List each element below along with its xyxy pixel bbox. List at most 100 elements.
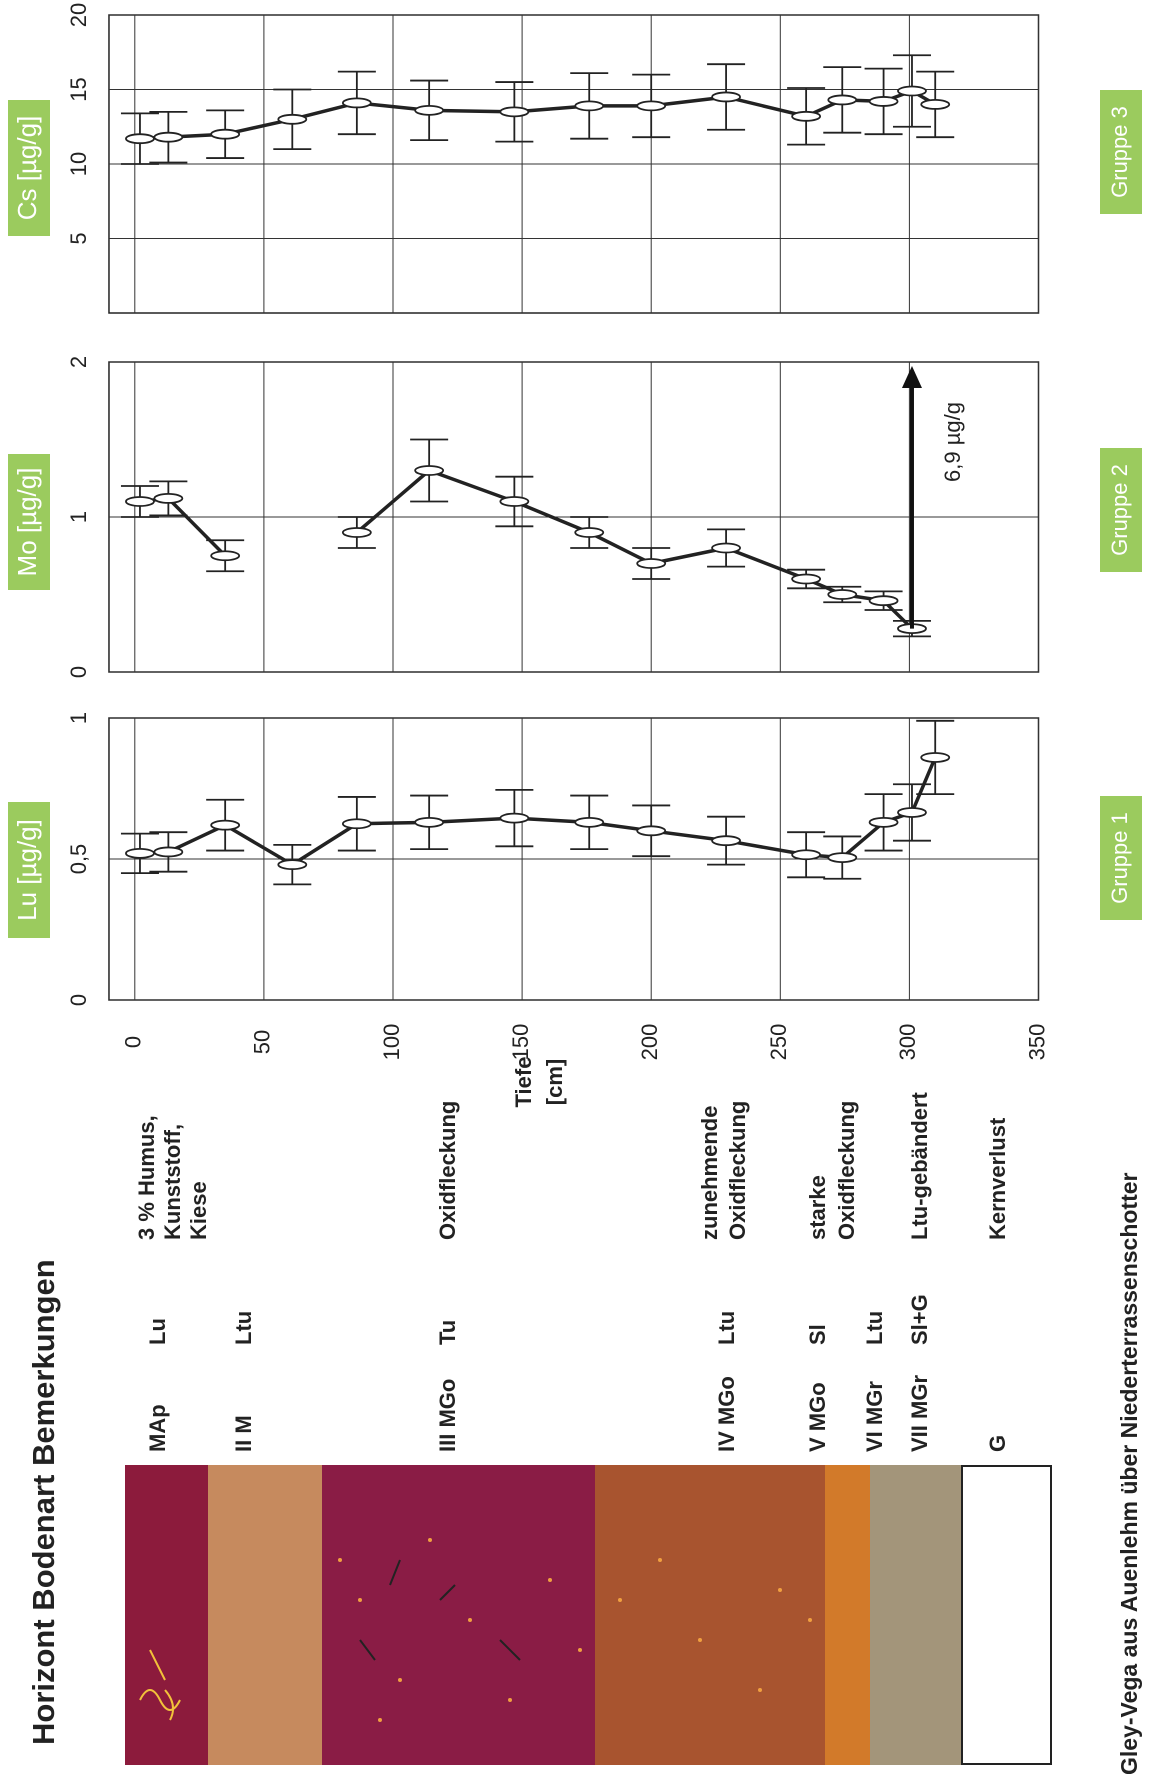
- data-point: [636, 558, 667, 569]
- y-tick-label: 0,5: [66, 844, 91, 875]
- note: Kunststoff,: [160, 1124, 185, 1240]
- soil-type: Ltu: [862, 1311, 887, 1345]
- note: Oxidfleckung: [435, 1101, 460, 1240]
- x-tick-label: 300: [895, 1024, 920, 1061]
- chart-title: Lu [µg/g]: [12, 819, 42, 921]
- data-point: [574, 100, 605, 112]
- group-label: Gruppe 3: [1107, 106, 1132, 198]
- x-tick-label: 200: [637, 1024, 662, 1061]
- x-tick-label: 0: [121, 1036, 146, 1048]
- soil-type: Ltu: [231, 1311, 256, 1345]
- data-point: [153, 492, 184, 504]
- group-label: Gruppe 2: [1107, 464, 1132, 556]
- data-point: [153, 846, 184, 858]
- group-box: [1100, 90, 1142, 214]
- horizon: III MGo: [435, 1379, 460, 1452]
- data-point: [711, 91, 741, 103]
- y-tick-label: 15: [66, 77, 91, 101]
- horizon: II M: [231, 1415, 256, 1452]
- data-point: [636, 825, 667, 837]
- soil-type: Sl: [805, 1324, 830, 1345]
- soil-type: Sl+G: [907, 1294, 932, 1345]
- y-tick-label: 20: [66, 3, 91, 27]
- data-point: [897, 807, 927, 818]
- data-point: [827, 94, 858, 106]
- header: Horizont Bodenart Bemerkungen: [26, 1259, 61, 1745]
- data-point: [341, 97, 372, 109]
- data-point: [341, 818, 372, 830]
- group-box: [1100, 796, 1142, 920]
- data-point: [210, 550, 241, 562]
- annotation-arrowhead: [901, 366, 922, 388]
- note: zunehmende: [697, 1106, 722, 1240]
- data-point: [125, 847, 155, 859]
- note: Oxidfleckung: [834, 1101, 859, 1240]
- data-point: [636, 100, 667, 112]
- note: Kernverlust: [985, 1117, 1010, 1240]
- data-point: [791, 110, 822, 122]
- data-point: [711, 835, 741, 847]
- note: Ltu-gebändert: [907, 1091, 932, 1240]
- y-tick-label: 5: [66, 232, 91, 244]
- annotation: 6,9 µg/g: [940, 402, 965, 482]
- horizon: VI MGr: [862, 1381, 887, 1452]
- horizon: V MGo: [805, 1382, 830, 1452]
- y-tick-label: 1: [66, 712, 91, 724]
- data-point: [499, 812, 530, 824]
- data-point: [791, 573, 822, 585]
- group-box: [1100, 448, 1142, 572]
- data-point: [153, 131, 184, 143]
- data-point: [868, 96, 899, 107]
- data-point: [574, 816, 605, 828]
- chart-title: Mo [µg/g]: [12, 468, 42, 577]
- soil-type: Tu: [435, 1320, 460, 1345]
- caption: Gley-Vega aus Auenlehm über Niederterras…: [1116, 1172, 1142, 1775]
- data-point: [574, 527, 605, 538]
- data-point: [827, 852, 858, 863]
- y-tick-label: 2: [66, 356, 91, 368]
- data-point: [414, 465, 445, 476]
- data-point: [897, 85, 927, 97]
- panel: [108, 361, 1040, 673]
- note: Oxidfleckung: [725, 1101, 750, 1240]
- y-tick-label: 0: [66, 994, 91, 1006]
- horizon: MAp: [145, 1404, 170, 1452]
- title-box: [8, 100, 50, 236]
- data-point: [125, 496, 155, 507]
- data-point: [920, 752, 951, 763]
- horizon: IV MGo: [714, 1376, 739, 1452]
- x-axis-label: Tiefe: [511, 1057, 536, 1108]
- title-box: [8, 454, 50, 590]
- x-tick-label: 100: [379, 1024, 404, 1061]
- horizon: VII MGr: [907, 1375, 932, 1452]
- x-tick-label: 50: [250, 1030, 275, 1054]
- x-axis-label: [cm]: [542, 1059, 567, 1105]
- soil-type: Ltu: [714, 1311, 739, 1345]
- group-label: Gruppe 1: [1107, 812, 1132, 904]
- data-point: [414, 816, 445, 828]
- data-point: [499, 496, 530, 507]
- title-box: [8, 802, 50, 938]
- data-point: [791, 849, 822, 861]
- panel: [108, 717, 1040, 1001]
- data-point: [868, 595, 899, 607]
- panel: [108, 14, 1040, 314]
- x-tick-label: 350: [1024, 1024, 1049, 1061]
- chart-title: Cs [µg/g]: [12, 116, 42, 221]
- data-point: [341, 527, 372, 538]
- data-point: [711, 542, 741, 554]
- horizon: G: [985, 1435, 1010, 1452]
- data-point: [827, 589, 858, 600]
- soil-profile: [125, 1465, 1052, 1765]
- data-point: [125, 133, 155, 145]
- y-tick-label: 10: [66, 152, 91, 176]
- x-tick-label: 150: [508, 1024, 533, 1061]
- data-line: [139, 756, 937, 867]
- data-point: [277, 859, 308, 871]
- data-point: [868, 816, 899, 828]
- data-line: [139, 468, 914, 630]
- x-tick-label: 250: [766, 1024, 791, 1061]
- data-point: [210, 819, 241, 831]
